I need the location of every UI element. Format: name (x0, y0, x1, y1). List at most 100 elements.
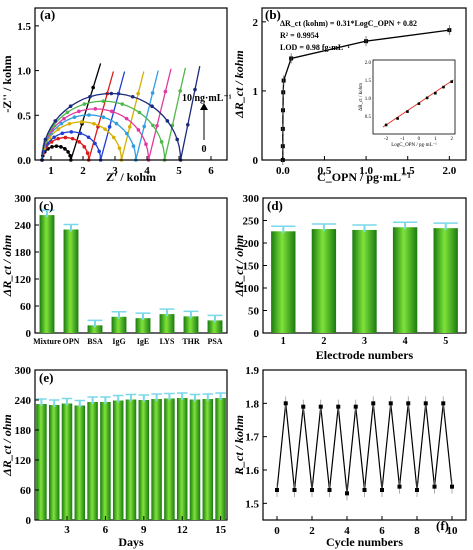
panel-label: (d) (267, 198, 283, 213)
bar-e-11 (164, 398, 175, 520)
inset-point (384, 123, 388, 127)
panel-label: (b) (265, 7, 281, 22)
cycle-point (415, 488, 419, 492)
lod-text: LOD = 0.98 fg·mL⁻¹ (280, 43, 350, 52)
x-tick-label: 1.0 (359, 165, 373, 177)
cycle-point (450, 484, 454, 489)
nyquist-point (49, 140, 54, 144)
inset-x-tick-label: -1 (400, 137, 405, 142)
panel-label: (a) (40, 7, 55, 22)
y-tick-label: 300 (15, 193, 32, 205)
x-axis-label: Cycle numbers (326, 535, 403, 549)
nyquist-point (101, 115, 106, 119)
y-tick-label: 1.7 (245, 432, 259, 444)
nyquist-series-6 (41, 68, 172, 161)
bar-d-2 (311, 229, 337, 333)
y-tick-label: 1.8 (245, 398, 259, 410)
equation-text: ΔR_ct (kohm) = 0.31*LogC_OPN + 0.82 (280, 19, 417, 28)
y-tick-label: 0 (26, 515, 32, 527)
annotation-arrowhead (200, 103, 208, 110)
cycle-point (432, 484, 437, 489)
inset-y-tick-label: 0.5 (365, 115, 372, 120)
y-tick-label: 0 (253, 155, 259, 167)
x-tick-label: 6 (379, 525, 385, 537)
nyquist-point (137, 110, 142, 115)
nyquist-point (144, 142, 148, 146)
cycle-point (380, 488, 384, 492)
nyquist-point (109, 91, 114, 96)
x-tick-label: 2.0 (442, 165, 456, 177)
panel-f-frame (262, 369, 467, 521)
y-axis-label: R_ct / kohm (232, 415, 246, 476)
bar-e-15 (215, 398, 226, 520)
inset-point (434, 91, 437, 95)
y-tick-label: 200 (243, 238, 260, 250)
r2-text: R² = 0.9954 (280, 31, 319, 40)
y-axis-label: ΔR_ct / ohm (0, 414, 14, 477)
x-category-label: 1 (281, 336, 286, 347)
nyquist-point (125, 131, 129, 136)
nyquist-point (178, 89, 182, 93)
nyquist-point (93, 141, 97, 146)
nyquist-point (101, 99, 106, 103)
nyquist-point (120, 102, 125, 106)
nyquist-point (150, 91, 155, 95)
cycle-point (353, 404, 358, 409)
y-tick-label: 1.9 (245, 365, 259, 377)
x-tick-label: 10 (447, 525, 459, 537)
x-category-label: LYS (160, 337, 175, 346)
nyquist-point (52, 135, 56, 140)
nyquist-point (112, 135, 116, 140)
x-tick-label: 0.5 (318, 165, 332, 177)
y-axis-label: ΔR_ct / ohm (232, 235, 246, 298)
cycle-point (441, 401, 446, 406)
inset-y-tick-label: 1.0 (365, 97, 372, 102)
panel-a (40, 63, 201, 162)
nyquist-point (114, 121, 119, 126)
nyquist-point (91, 85, 95, 90)
y-tick-label: 240 (15, 220, 32, 232)
annotation-top: 10 ng·mL⁻¹ (182, 93, 232, 104)
nyquist-point (63, 135, 68, 140)
nyquist-point (165, 119, 170, 123)
x-tick-label: 6 (103, 524, 109, 536)
nyquist-point (60, 131, 65, 136)
nyquist-point (155, 124, 159, 128)
inset-x-tick-label: 1 (434, 137, 437, 142)
cycle-point (362, 488, 367, 492)
x-category-label: 5 (443, 336, 448, 347)
x-tick-label: 1 (48, 165, 54, 177)
nyquist-point (186, 122, 190, 127)
x-tick-label: 2 (309, 525, 315, 537)
x-axis-label: Electrode numbers (316, 348, 414, 362)
x-tick-label: 3 (64, 524, 70, 536)
nyquist-point (68, 153, 72, 158)
nyquist-point (136, 128, 141, 132)
nyquist-point (142, 124, 146, 129)
annotation-bottom: 0 (202, 144, 207, 155)
bar-c-1 (39, 215, 55, 333)
nyquist-point (79, 120, 84, 124)
bar-e-1 (36, 404, 47, 520)
x-axis-label: Z' / kohm (106, 170, 156, 184)
x-category-label: OPN (63, 337, 80, 346)
panel-label: (c) (39, 198, 53, 213)
x-category-label: Mixture (33, 337, 61, 346)
nyquist-series-1 (41, 63, 102, 161)
nyquist-point (128, 125, 132, 129)
panel-label: (f) (436, 518, 449, 533)
nyquist-point (131, 144, 136, 148)
bar-c-4 (111, 316, 127, 333)
bar-e-4 (74, 405, 86, 520)
bar-d-3 (352, 229, 377, 333)
nyquist-point (77, 109, 81, 114)
nyquist-point (82, 145, 87, 149)
x-category-label: BSA (87, 337, 103, 346)
y-axis-label: -Z'' / kohm (0, 55, 14, 112)
cycle-point (301, 404, 306, 409)
nyquist-point (97, 149, 101, 154)
x-tick-label: 3 (112, 165, 118, 177)
y-tick-label: 1.5 (245, 498, 259, 510)
x-tick-label: 8 (414, 525, 420, 537)
cycle-point (371, 401, 376, 406)
